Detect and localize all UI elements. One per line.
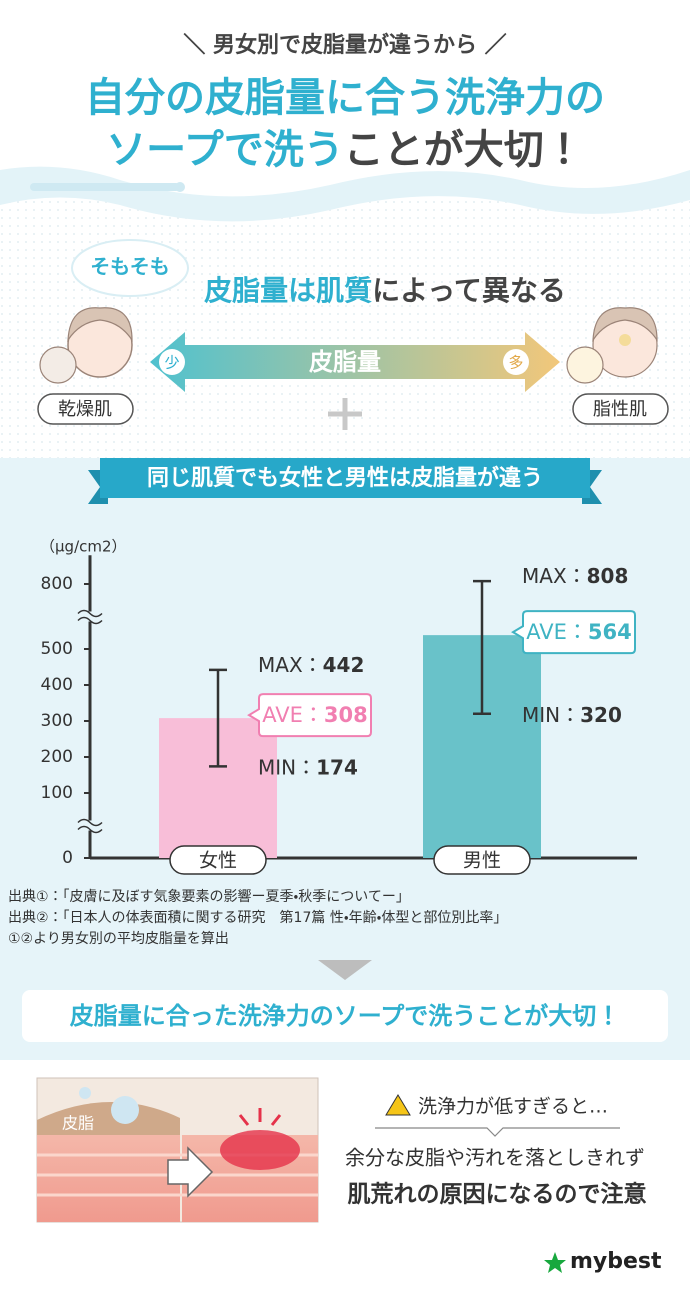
x-tick-label: 女性	[199, 850, 237, 872]
header-wave	[0, 166, 690, 222]
category-pill	[433, 845, 531, 875]
intro-heading-rest: によって異なる	[372, 274, 566, 307]
wave-accent	[30, 183, 180, 191]
logo: mybest	[570, 1249, 662, 1274]
scale-end	[503, 349, 529, 375]
warning-line-bold: 肌荒れの原因になるので注意	[348, 1181, 647, 1208]
subtitle: ＼ 男女別で皮脂量が違うから ／	[183, 32, 506, 58]
title: ソープで洗うことが大切！	[106, 127, 584, 173]
y-tick-label: 0	[62, 848, 73, 868]
banner-text: 同じ肌質でも女性と男性は皮脂量が違う	[147, 465, 543, 491]
label-box	[37, 393, 134, 425]
label-box	[572, 393, 669, 425]
chart-section-background	[0, 458, 690, 1060]
stat-name: MAX：	[522, 564, 587, 588]
source: 出典②：「日本人の体表面積に関する研究 第17篇 性・年齢・体型と部位別比率」	[8, 909, 507, 926]
y-tick-label: 300	[41, 711, 73, 731]
ave-label: AVE：564	[526, 620, 632, 644]
y-tick-label: 500	[41, 639, 73, 659]
chart: （μg/cm2）0100200300400500800女性MAX：442MIN：…	[40, 538, 637, 875]
header-background	[0, 0, 690, 212]
title: 自分の皮脂量に合う洗浄力の	[85, 75, 605, 121]
oily-skin-face	[566, 307, 658, 384]
plus-sign	[328, 398, 362, 430]
title-rest: ことが大切！	[344, 127, 584, 173]
value-label: 564	[588, 620, 632, 644]
value-label: 308	[324, 703, 368, 727]
warning-heading: 洗浄力が低すぎると…	[418, 1096, 608, 1118]
badge-bubble	[71, 239, 189, 297]
min-label: MIN：174	[258, 755, 358, 779]
badge: そもそも	[90, 255, 170, 279]
divider	[375, 1127, 620, 1137]
left-label: 乾燥肌	[58, 399, 112, 420]
ave-label: AVE：308	[262, 703, 368, 727]
axis-break-gap	[82, 611, 98, 622]
category-pill	[169, 845, 267, 875]
warning-icon	[385, 1094, 411, 1116]
conclusion: 皮脂量に合った洗浄力のソープで洗うことが大切！	[70, 1002, 621, 1030]
axis-break	[77, 818, 103, 834]
illustration-label: 皮脂	[62, 1114, 94, 1133]
source: 出典①：「皮膚に及ぼす気象要素の影響ー夏季・秋季についてー」	[8, 889, 410, 905]
skin-illustration	[36, 1077, 319, 1223]
logo-star	[544, 1252, 566, 1273]
ave-callout	[247, 693, 372, 738]
scale-low: 少	[164, 354, 179, 372]
stat-name: AVE：	[262, 703, 324, 727]
min-label: MIN：320	[522, 702, 622, 726]
stat-name: MAX：	[258, 652, 323, 676]
max-value: 442	[323, 652, 365, 676]
scale-high: 多	[508, 354, 523, 372]
max-value: 808	[587, 564, 629, 588]
scale-label: 皮脂量	[309, 348, 381, 376]
y-tick-label: 100	[41, 783, 73, 803]
max-label: MAX：808	[522, 564, 628, 588]
axis-break-gap	[82, 820, 98, 831]
stat-name: AVE：	[526, 620, 588, 644]
source: ①②より男女別の平均皮脂量を算出	[8, 931, 229, 947]
stat-name: MIN：	[258, 755, 316, 779]
ave-callout	[511, 610, 636, 655]
banner	[100, 458, 590, 498]
wave-accent	[175, 182, 185, 192]
right-label: 脂性肌	[593, 399, 647, 420]
error-bar	[209, 668, 227, 768]
title-highlight: ソープで洗う	[106, 127, 344, 173]
x-tick-label: 男性	[463, 850, 501, 872]
down-arrow	[318, 960, 372, 980]
min-value: 174	[316, 755, 358, 779]
y-tick-label: 400	[41, 675, 73, 695]
intro-heading: 皮脂量は肌質によって異なる	[204, 274, 566, 307]
y-tick-label: 800	[41, 574, 73, 594]
conclusion-box	[22, 990, 668, 1042]
min-value: 320	[580, 702, 622, 726]
axis-break	[77, 609, 103, 625]
dry-skin-face	[39, 307, 133, 384]
warning-line: 余分な皮脂や汚れを落としきれず	[345, 1146, 645, 1170]
y-tick-label: 200	[41, 747, 73, 767]
max-label: MAX：442	[258, 652, 364, 676]
scale-end	[159, 349, 185, 375]
intro-heading-highlight: 皮脂量は肌質	[204, 274, 372, 307]
y-unit-label: （μg/cm2）	[40, 538, 127, 556]
scale-arrow	[150, 332, 560, 392]
stat-name: MIN：	[522, 702, 580, 726]
error-bar	[473, 579, 491, 716]
